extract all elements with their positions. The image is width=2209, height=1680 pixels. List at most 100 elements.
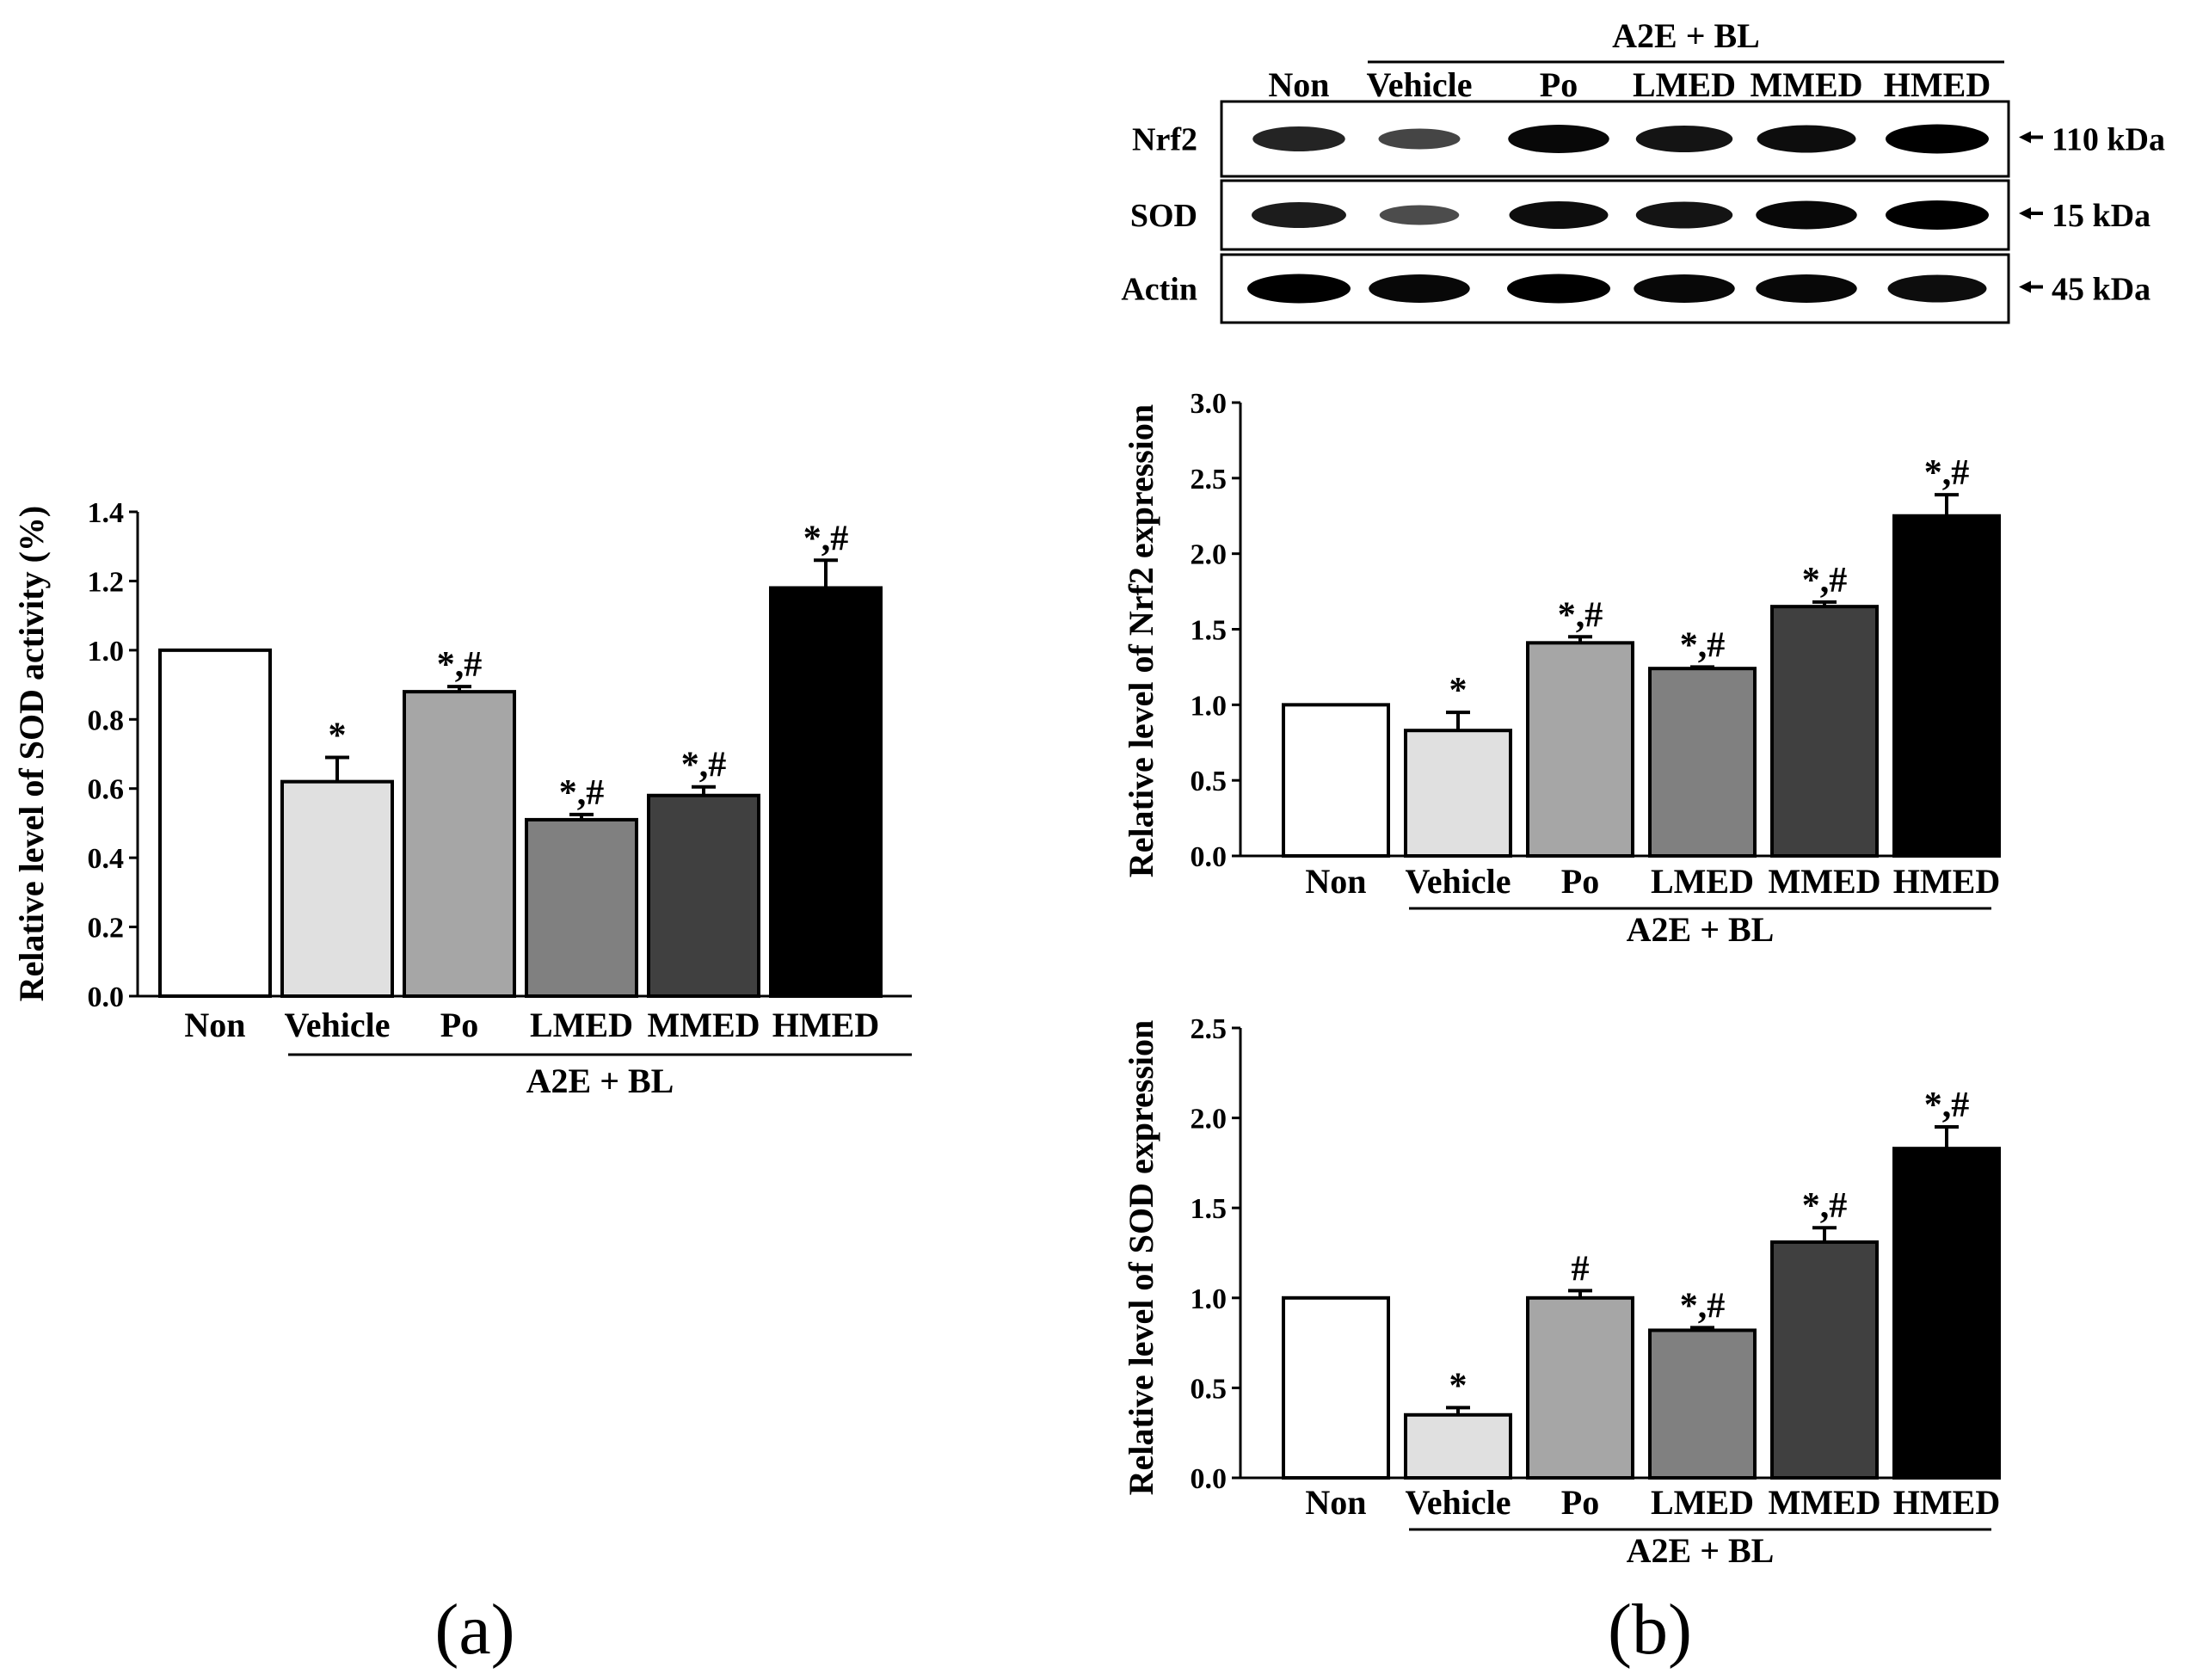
x-tick-label: Vehicle <box>1406 862 1511 901</box>
y-tick-label: 0.0 <box>1191 1463 1228 1495</box>
x-tick-label: Non <box>1305 862 1366 901</box>
y-tick-label: 1.5 <box>1191 1193 1228 1225</box>
y-axis-label: Relative level of SOD expression <box>1122 1020 1160 1496</box>
group-label: A2E + BL <box>1627 910 1775 949</box>
significance-label: *,# <box>1680 625 1726 665</box>
bar-vehicle <box>1404 1412 1512 1480</box>
y-tick-label: 1.5 <box>1191 615 1228 647</box>
panel-label-b: (b) <box>1608 1590 1692 1670</box>
y-tick-label: 0.6 <box>88 774 125 806</box>
blot-row-frame <box>1220 100 2010 178</box>
blot-row-frame <box>1220 253 2010 324</box>
bar-hmed <box>1892 1147 2001 1480</box>
chart-sod-activity: Relative level of SOD activity (%) A2E +… <box>12 497 912 1100</box>
group-label: A2E + BL <box>526 1062 674 1100</box>
x-tick-label: MMED <box>1768 1483 1880 1522</box>
blot-band <box>1887 274 1987 303</box>
blot-lane-label: Vehicle <box>1367 65 1473 104</box>
y-tick-label: 2.0 <box>1191 1104 1228 1135</box>
significance-label: # <box>1572 1249 1590 1289</box>
y-tick-label: 1.0 <box>88 636 125 668</box>
significance-label: *,# <box>681 746 727 785</box>
significance-label: *,# <box>1924 1086 1970 1125</box>
blot-size-label: 110 kDa <box>2052 122 2165 158</box>
significance-label: *,# <box>1680 1286 1726 1326</box>
blot-lane-label: Non <box>1268 65 1329 104</box>
bar-hmed <box>1892 514 2001 858</box>
blot-band <box>1756 200 1857 230</box>
x-tick-label: Vehicle <box>1406 1483 1511 1522</box>
y-tick-label: 0.0 <box>88 982 125 1013</box>
bar-vehicle <box>1404 729 1512 858</box>
x-tick-label: Po <box>440 1006 478 1044</box>
bar-mmed <box>1770 605 1879 858</box>
blot-band <box>1252 202 1346 228</box>
blot-band <box>1635 201 1733 229</box>
significance-label: * <box>1449 1366 1468 1406</box>
x-tick-label: LMED <box>1651 1483 1754 1522</box>
bar-mmed <box>1770 1240 1879 1480</box>
y-tick-label: 2.0 <box>1191 539 1228 571</box>
y-tick-label: 1.4 <box>88 497 125 529</box>
blot-lane-label: HMED <box>1884 65 1991 104</box>
bar-hmed <box>769 586 883 998</box>
chart-sod-expression: Relative level of SOD expression A2E + B… <box>1122 1013 2001 1570</box>
significance-label: *,# <box>437 645 483 685</box>
bar-lmed <box>1648 1328 1757 1480</box>
blot-band <box>1634 274 1735 303</box>
bar-lmed <box>1648 667 1757 858</box>
blot-band <box>1247 274 1351 304</box>
arrow-left-icon <box>2019 131 2043 144</box>
y-axis-label: Relative level of Nrf2 expression <box>1122 404 1160 877</box>
bar-po <box>1526 641 1634 858</box>
bar-po <box>403 690 516 998</box>
y-tick-label: 0.2 <box>88 913 125 945</box>
significance-label: *,# <box>1802 1186 1848 1226</box>
y-tick-label: 0.8 <box>88 705 125 736</box>
x-tick-label: Non <box>1305 1483 1366 1522</box>
x-tick-label: HMED <box>772 1006 879 1044</box>
significance-label: *,# <box>559 773 605 813</box>
blot-band <box>1369 274 1470 303</box>
blot-protein-label: Nrf2 <box>1132 122 1197 158</box>
chart-nrf2-expression: Relative level of Nrf2 expression A2E + … <box>1122 388 2001 949</box>
bar-po <box>1526 1295 1634 1480</box>
arrow-left-icon <box>2019 280 2043 293</box>
y-tick-label: 1.0 <box>1191 1283 1228 1315</box>
significance-label: *,# <box>1802 561 1848 600</box>
x-tick-label: Non <box>184 1006 245 1044</box>
y-tick-label: 0.4 <box>88 843 125 875</box>
arrow-left-icon <box>2019 207 2043 219</box>
x-tick-label: HMED <box>1893 1483 2000 1522</box>
blot-lane-label: LMED <box>1633 65 1736 104</box>
blot-band <box>1886 200 1989 230</box>
blot-band <box>1635 126 1733 152</box>
blot-size-label: 15 kDa <box>2052 198 2151 234</box>
significance-label: * <box>1449 671 1468 711</box>
x-tick-label: MMED <box>647 1006 760 1044</box>
y-tick-label: 2.5 <box>1191 1013 1228 1045</box>
x-tick-label: Vehicle <box>285 1006 391 1044</box>
x-tick-label: LMED <box>1651 862 1754 901</box>
y-tick-label: 1.2 <box>88 566 125 598</box>
x-tick-label: HMED <box>1893 862 2000 901</box>
blot-band <box>1507 274 1610 304</box>
blot-band <box>1379 205 1460 225</box>
blot-band <box>1509 201 1609 229</box>
blot-protein-label: SOD <box>1130 198 1197 234</box>
x-tick-label: MMED <box>1768 862 1880 901</box>
blot-band <box>1508 125 1609 153</box>
blot-protein-label: Actin <box>1121 272 1197 308</box>
blot-lane-label: Po <box>1540 65 1578 104</box>
blot-band <box>1756 274 1857 303</box>
y-tick-label: 3.0 <box>1191 388 1228 420</box>
blot-band <box>1757 125 1856 153</box>
x-tick-label: LMED <box>530 1006 633 1044</box>
blot-band <box>1886 124 1989 154</box>
bar-non <box>158 648 272 998</box>
bar-non <box>1282 703 1390 858</box>
blot-row-frame <box>1220 179 2010 251</box>
significance-label: *,# <box>1924 453 1970 493</box>
panel-label-a: (a) <box>434 1590 514 1670</box>
y-tick-label: 0.5 <box>1191 766 1228 797</box>
